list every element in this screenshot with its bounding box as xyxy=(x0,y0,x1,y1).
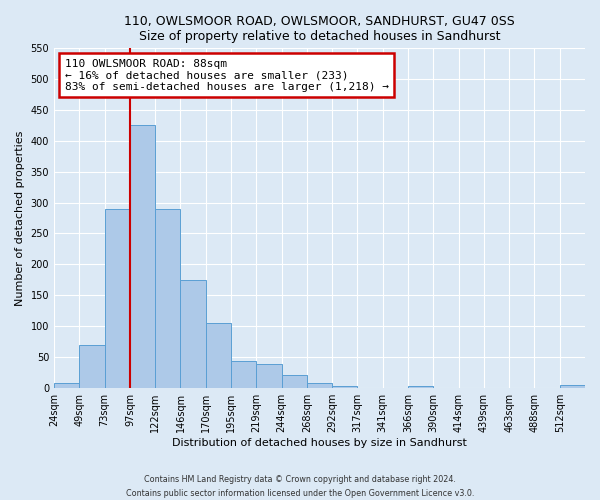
Bar xyxy=(256,364,281,388)
Bar xyxy=(408,386,433,388)
Title: 110, OWLSMOOR ROAD, OWLSMOOR, SANDHURST, GU47 0SS
Size of property relative to d: 110, OWLSMOOR ROAD, OWLSMOOR, SANDHURST,… xyxy=(124,15,515,43)
Bar xyxy=(130,126,155,388)
Bar xyxy=(560,384,585,388)
Bar xyxy=(281,376,307,388)
Bar xyxy=(206,323,231,388)
Bar xyxy=(54,383,79,388)
Text: Contains HM Land Registry data © Crown copyright and database right 2024.
Contai: Contains HM Land Registry data © Crown c… xyxy=(126,476,474,498)
Bar xyxy=(307,383,332,388)
Bar xyxy=(79,344,104,388)
Y-axis label: Number of detached properties: Number of detached properties xyxy=(15,130,25,306)
X-axis label: Distribution of detached houses by size in Sandhurst: Distribution of detached houses by size … xyxy=(172,438,467,448)
Bar xyxy=(332,386,358,388)
Bar xyxy=(181,280,206,388)
Bar xyxy=(104,209,130,388)
Bar xyxy=(231,361,256,388)
Bar xyxy=(155,209,181,388)
Text: 110 OWLSMOOR ROAD: 88sqm
← 16% of detached houses are smaller (233)
83% of semi-: 110 OWLSMOOR ROAD: 88sqm ← 16% of detach… xyxy=(65,58,389,92)
